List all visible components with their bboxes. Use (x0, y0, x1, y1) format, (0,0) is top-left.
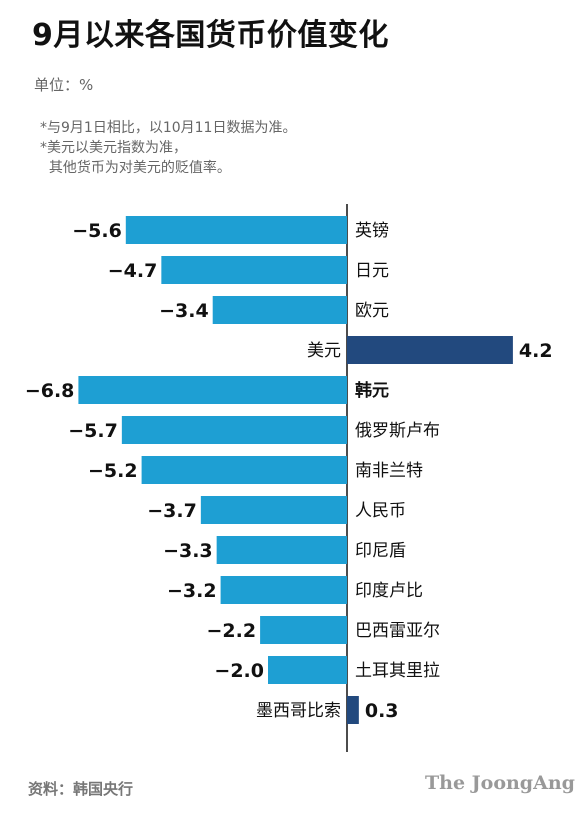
category-label-2: 欧元 (355, 301, 389, 321)
bar-0 (125, 216, 347, 244)
value-label-7: −3.7 (147, 500, 197, 522)
footnote-2: *美元以美元指数为准， (40, 140, 187, 156)
chart-title: 9月以来各国货币价值变化 (32, 18, 389, 53)
unit-label: 单位：% (34, 76, 94, 94)
bar-9 (220, 576, 347, 604)
footnote-1: *与9月1日相比，以10月11日数据为准。 (40, 120, 297, 136)
bar-8 (216, 536, 347, 564)
value-label-9: −3.2 (167, 580, 217, 602)
category-label-4: 韩元 (355, 380, 389, 401)
category-label-3: 美元 (307, 341, 341, 361)
footnotes: *与9月1日相比，以10月11日数据为准。 *美元以美元指数为准， 其他货币为对… (40, 118, 296, 178)
value-label-2: −3.4 (159, 300, 209, 322)
bar-chart: −5.6 英镑 −4.7 日元 −3.4 欧元 4.2 美元 −6.8 韩元 −5.7 俄罗斯卢布 −5… (25, 204, 553, 752)
value-label-4: −6.8 (25, 380, 75, 402)
value-label-5: −5.7 (68, 420, 118, 442)
bar-10 (260, 616, 347, 644)
bar-12 (347, 696, 359, 724)
bar-5 (121, 416, 347, 444)
value-label-11: −2.0 (214, 660, 264, 682)
bar-11 (268, 656, 347, 684)
bar-3 (347, 336, 513, 364)
category-label-1: 日元 (355, 261, 389, 281)
footnote-3: 其他货币为对美元的贬值率。 (40, 160, 231, 176)
value-label-0: −5.6 (72, 220, 122, 242)
bar-1 (161, 256, 347, 284)
category-label-7: 人民币 (355, 501, 406, 521)
value-label-6: −5.2 (88, 460, 138, 482)
category-label-0: 英镑 (355, 221, 389, 241)
bar-4 (78, 376, 348, 404)
category-label-9: 印度卢比 (355, 581, 423, 601)
bar-2 (212, 296, 347, 324)
category-label-11: 土耳其里拉 (355, 661, 440, 681)
category-label-5: 俄罗斯卢布 (355, 421, 440, 441)
category-label-12: 墨西哥比索 (256, 701, 341, 721)
category-label-6: 南非兰特 (355, 461, 423, 481)
value-label-10: −2.2 (207, 620, 257, 642)
source-note: 资料：韩国央行 (28, 780, 134, 798)
value-label-1: −4.7 (108, 260, 158, 282)
value-label-3: 4.2 (519, 340, 553, 362)
publisher-logo: The JoongAng (425, 772, 575, 794)
category-label-10: 巴西雷亚尔 (355, 621, 440, 641)
value-label-12: 0.3 (365, 700, 399, 722)
value-label-8: −3.3 (163, 540, 213, 562)
bar-7 (200, 496, 347, 524)
bar-6 (141, 456, 347, 484)
category-label-8: 印尼盾 (355, 541, 406, 561)
